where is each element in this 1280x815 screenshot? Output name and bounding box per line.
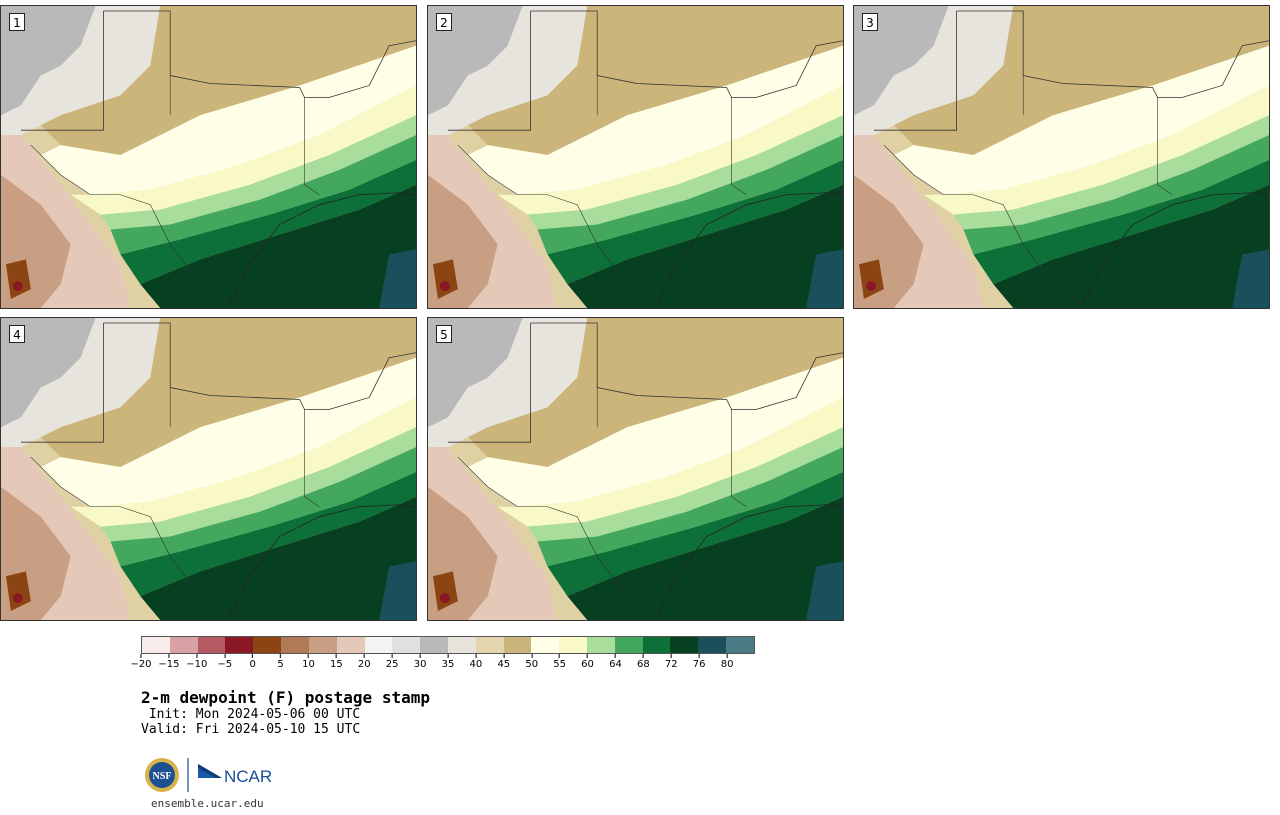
member-label-3: 3	[862, 13, 878, 31]
ncar-logo: NCAR	[198, 764, 272, 786]
nsf-logo-text: NSF	[153, 771, 172, 782]
member-panel-1: 1	[0, 5, 417, 309]
colorbar-tick-label: −10	[186, 654, 207, 670]
dewpoint-map-4	[1, 318, 416, 620]
colorbar-swatch	[559, 637, 587, 653]
colorbar-tick-label: 55	[553, 654, 566, 670]
member-label-4: 4	[9, 325, 25, 343]
colorbar-tick-label: 15	[330, 654, 343, 670]
colorbar-swatch	[447, 637, 476, 653]
dewpoint-map-2	[428, 6, 843, 308]
colorbar-tick-label: 64	[609, 654, 622, 670]
colorbar-swatch	[392, 637, 421, 653]
colorbar-tick-label: 40	[470, 654, 483, 670]
colorbar-swatch	[614, 637, 643, 653]
colorbar-tick-label: −20	[130, 654, 151, 670]
colorbar-tick-label: 68	[637, 654, 650, 670]
colorbar-tick-label: 80	[721, 654, 734, 670]
colorbar-swatch	[642, 637, 671, 653]
init-time: Init: Mon 2024-05-06 00 UTC	[141, 707, 361, 722]
colorbar-swatch	[308, 637, 337, 653]
colorbar-swatch	[503, 637, 532, 653]
colorbar-tick-label: −5	[217, 654, 232, 670]
ncar-logo-text: NCAR	[224, 767, 272, 786]
colorbar-tick-label: 76	[693, 654, 706, 670]
member-label-1: 1	[9, 13, 25, 31]
colorbar-swatch	[670, 637, 699, 653]
member-label-2: 2	[436, 13, 452, 31]
dewpoint-map-1	[1, 6, 416, 308]
dewpoint-map-3	[854, 6, 1269, 308]
colorbar-tick-label: 0	[249, 654, 255, 670]
colorbar-swatch	[253, 637, 282, 653]
nsf-ncar-logos: NSF NCAR	[145, 758, 272, 792]
colorbar	[141, 636, 755, 654]
colorbar-tick-label: 50	[525, 654, 538, 670]
dewpoint-map-5	[428, 318, 843, 620]
member-panel-5: 5	[427, 317, 844, 621]
colorbar-tick-label: 30	[414, 654, 427, 670]
colorbar-swatch	[169, 637, 198, 653]
member-label-5: 5	[436, 325, 452, 343]
colorbar-swatch	[197, 637, 226, 653]
colorbar-swatch	[587, 637, 615, 653]
site-url: ensemble.ucar.edu	[151, 797, 264, 810]
colorbar-tick-label: 60	[581, 654, 594, 670]
colorbar-swatch	[420, 637, 448, 653]
colorbar-swatch	[336, 637, 365, 653]
colorbar-tick-label: −15	[158, 654, 179, 670]
colorbar-swatch	[225, 637, 254, 653]
colorbar-tick-label: 20	[358, 654, 371, 670]
colorbar-tick-label: 10	[302, 654, 315, 670]
colorbar-swatch	[281, 637, 309, 653]
valid-time: Valid: Fri 2024-05-10 15 UTC	[141, 722, 361, 737]
figure-title: 2-m dewpoint (F) postage stamp	[141, 688, 430, 707]
colorbar-tick-label: 35	[442, 654, 455, 670]
nsf-logo: NSF	[145, 758, 179, 792]
member-panel-3: 3	[853, 5, 1270, 309]
colorbar-swatch	[142, 637, 170, 653]
colorbar-swatch	[531, 637, 560, 653]
member-panel-4: 4	[0, 317, 417, 621]
colorbar-swatch	[726, 637, 754, 653]
colorbar-swatch	[698, 637, 727, 653]
colorbar-tick-label: 5	[277, 654, 283, 670]
colorbar-tick-label: 45	[497, 654, 510, 670]
colorbar-swatch	[364, 637, 393, 653]
colorbar-tick-label: 25	[386, 654, 399, 670]
colorbar-ticks: −20 −15 −10 −5 0 5 10 15 20 25 30 35 40 45 50 55 60 64 68 7…	[130, 654, 755, 674]
colorbar-tick-label: 72	[665, 654, 678, 670]
member-panel-2: 2	[427, 5, 844, 309]
colorbar-swatch	[475, 637, 504, 653]
